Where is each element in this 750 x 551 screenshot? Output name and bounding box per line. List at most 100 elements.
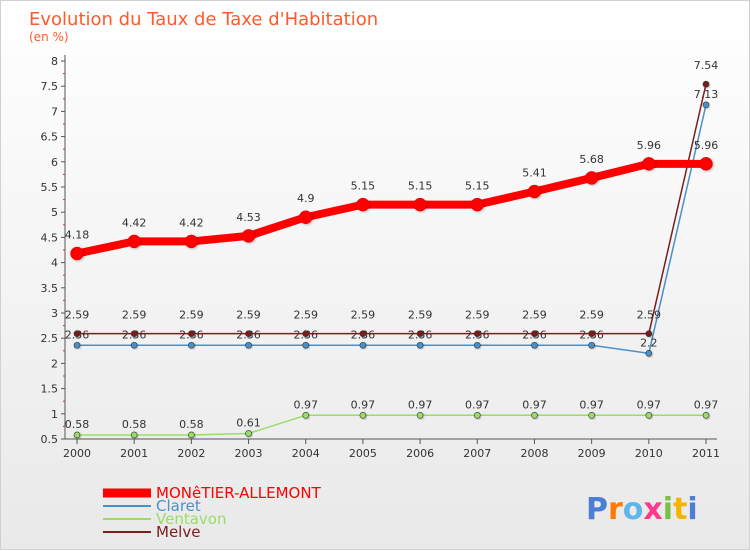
y-tick-label: 4.5 xyxy=(41,231,59,244)
series-line xyxy=(76,159,706,258)
x-tick-label: 2003 xyxy=(235,447,263,460)
data-point xyxy=(702,80,710,88)
y-tick-label: 4 xyxy=(51,257,58,270)
logo-letter: o xyxy=(623,492,644,527)
data-point xyxy=(73,341,81,349)
data-point xyxy=(127,234,141,249)
data-point xyxy=(359,341,367,349)
data-label: 0.58 xyxy=(179,418,204,431)
data-point xyxy=(416,341,424,349)
axes: 0.5 1 1.5 2 2.5 3 3.5 4 4.5 5 5.5 6 6.5 7 7.5 8 2000 2001… xyxy=(41,55,720,460)
data-point xyxy=(588,341,595,349)
data-label: 2.59 xyxy=(236,309,261,322)
data-label: 0.97 xyxy=(293,398,318,411)
data-point xyxy=(527,184,542,199)
y-tick-label: 3.5 xyxy=(41,282,59,295)
logo-letter: r xyxy=(608,492,623,527)
data-label: 0.58 xyxy=(65,418,90,431)
data-label: 5.15 xyxy=(465,180,490,193)
logo-letter: t xyxy=(673,492,687,527)
x-tick-label: 2000 xyxy=(63,447,91,460)
data-label: 2.59 xyxy=(465,309,490,322)
data-label: 5.15 xyxy=(408,180,433,193)
y-tick-label: 7.5 xyxy=(41,80,59,93)
data-label: 0.97 xyxy=(579,398,604,411)
data-point xyxy=(245,341,252,349)
series-line xyxy=(77,84,707,335)
data-point xyxy=(245,330,252,337)
x-tick-label: 2008 xyxy=(520,447,548,460)
data-point xyxy=(70,246,84,261)
data-label: 5.68 xyxy=(579,153,604,166)
x-tick-label: 2005 xyxy=(349,447,377,460)
data-point xyxy=(645,330,653,337)
data-point xyxy=(473,341,481,349)
x-tick-label: 2011 xyxy=(692,447,720,460)
data-point xyxy=(645,350,653,357)
data-point xyxy=(531,412,538,419)
data-point xyxy=(699,157,713,171)
legend-label: Claret xyxy=(156,497,201,515)
data-point xyxy=(188,431,195,439)
data-label: 2.2 xyxy=(640,336,658,349)
y-tick-label: 8 xyxy=(51,55,58,68)
data-point xyxy=(302,341,310,349)
data-point xyxy=(188,341,195,349)
data-label: 0.97 xyxy=(522,398,547,411)
data-label: 7.54 xyxy=(694,59,719,72)
data-point xyxy=(473,412,481,419)
x-tick-label: 2010 xyxy=(635,447,663,460)
data-label: 2.59 xyxy=(579,309,604,322)
data-label: 0.61 xyxy=(236,416,261,429)
data-point xyxy=(470,197,485,212)
x-tick-label: 2006 xyxy=(406,447,434,460)
data-point xyxy=(73,431,81,439)
legend-label: MONêTIER-ALLEMONT xyxy=(156,484,322,502)
chart-subtitle: (en %) xyxy=(29,30,69,44)
data-label: 2.59 xyxy=(293,309,318,322)
y-tick-label: 7 xyxy=(51,105,58,118)
x-tick-label: 2002 xyxy=(177,447,205,460)
x-tick-label: 2009 xyxy=(578,447,606,460)
data-point xyxy=(359,412,367,419)
logo-letter: i xyxy=(687,492,697,527)
series-layer: 0.58 0.58 0.58 0.61 0.97 0.97 0.97 0.97 0.97 0.97… xyxy=(65,59,719,439)
y-tick-label: 6 xyxy=(51,156,58,169)
data-point xyxy=(416,412,424,419)
logo-letter: P xyxy=(586,492,608,527)
logo-letter: i xyxy=(663,492,673,527)
data-label: 0.97 xyxy=(694,398,719,411)
data-label: 0.97 xyxy=(351,398,376,411)
data-point xyxy=(473,330,481,337)
proxiti-logo: Proxiti xyxy=(586,492,698,527)
y-tick-label: 1.5 xyxy=(41,383,59,396)
data-point xyxy=(302,330,310,337)
data-label: 0.97 xyxy=(637,398,662,411)
x-tick-label: 2001 xyxy=(120,447,148,460)
data-point xyxy=(359,330,367,337)
data-point xyxy=(184,234,199,249)
data-label: 4.42 xyxy=(179,216,204,229)
data-label: 2.59 xyxy=(408,309,433,322)
data-label: 4.42 xyxy=(122,216,147,229)
data-point xyxy=(702,101,710,109)
data-point xyxy=(588,412,595,419)
y-tick-label: 0.5 xyxy=(41,433,59,446)
x-tick-label: 2004 xyxy=(292,447,320,460)
data-label: 4.18 xyxy=(65,229,90,242)
y-tick-label: 2 xyxy=(51,357,58,370)
data-point xyxy=(241,229,256,243)
data-label: 7.13 xyxy=(694,88,719,101)
series-monêtier-allemont: 4.18 4.42 4.42 4.53 4.9 5.15 5.15 5.15 5.41 5.68 5… xyxy=(65,139,718,261)
data-point xyxy=(531,341,538,349)
data-point xyxy=(645,412,653,419)
data-label: 2.59 xyxy=(65,309,90,322)
series-claret: 2.362.362.362.362.362.362.362.362.362.36… xyxy=(65,88,719,357)
data-point xyxy=(356,197,370,212)
series-melve: 2.59 2.59 2.59 2.59 2.59 2.59 2.59 2.59 2.59 2.59… xyxy=(65,59,719,337)
data-point xyxy=(130,341,138,349)
y-tick-label: 1 xyxy=(51,408,58,421)
data-point xyxy=(584,171,599,185)
